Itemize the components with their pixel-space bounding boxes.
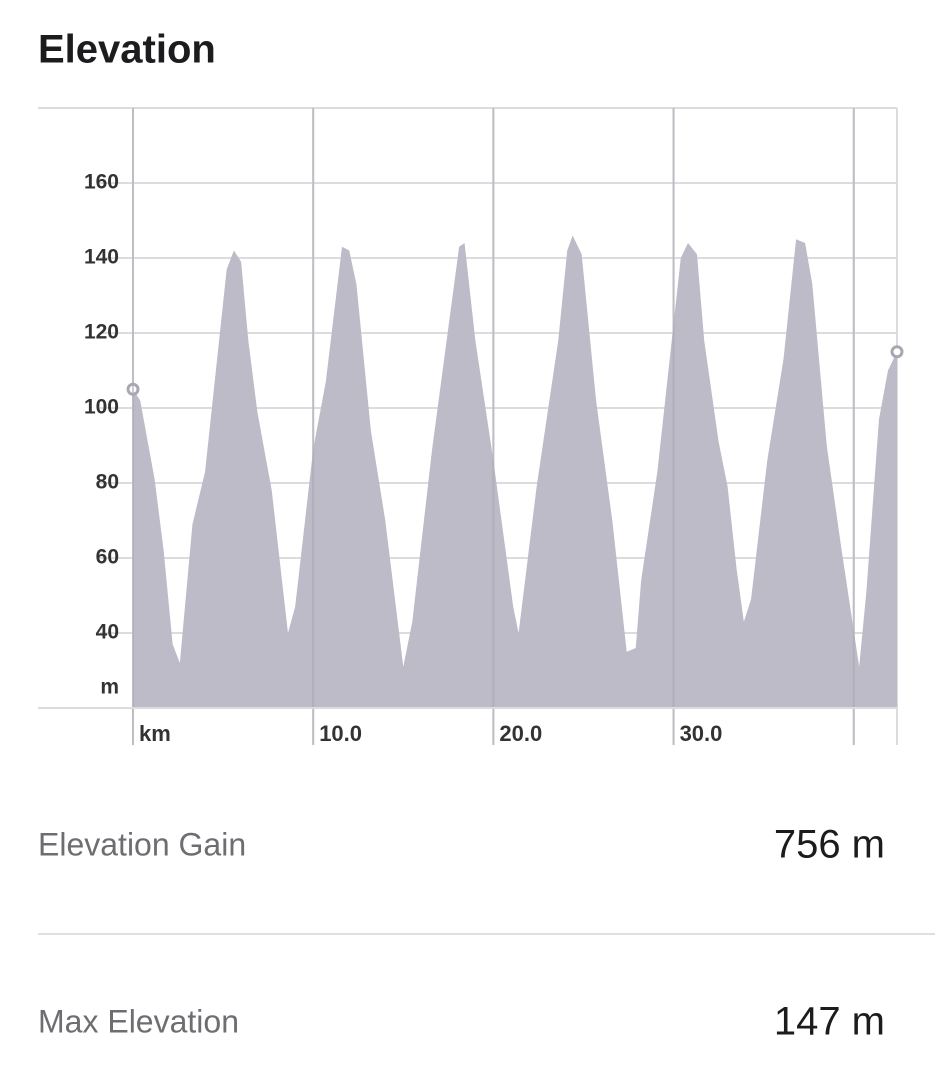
stat-value: 147 m bbox=[774, 1000, 885, 1044]
x-tick-label: 20.0 bbox=[499, 721, 542, 746]
section-title: Elevation bbox=[38, 28, 216, 72]
y-tick-label: 100 bbox=[84, 396, 119, 419]
y-tick-label: 140 bbox=[84, 246, 119, 269]
y-tick-label: 40 bbox=[96, 621, 119, 644]
y-tick-label: 120 bbox=[84, 321, 119, 344]
x-tick-label: 30.0 bbox=[680, 721, 723, 746]
end-marker bbox=[890, 345, 904, 359]
y-tick-label: 160 bbox=[84, 171, 119, 194]
stat-label: Elevation Gain bbox=[38, 826, 246, 862]
elevation-chart: 40 60 80 100 120 140 160 10.0 20.0 30.0 kmm bbox=[38, 107, 904, 746]
stat-value: 756 m bbox=[774, 823, 885, 867]
x-tick-label: 10.0 bbox=[319, 721, 362, 746]
stat-label: Max Elevation bbox=[38, 1003, 239, 1039]
y-tick-label: 80 bbox=[96, 471, 119, 494]
elevation-area bbox=[133, 235, 897, 708]
x-axis-label: km bbox=[139, 721, 171, 746]
y-tick-label: 60 bbox=[96, 546, 119, 569]
y-axis-label: m bbox=[100, 676, 119, 699]
